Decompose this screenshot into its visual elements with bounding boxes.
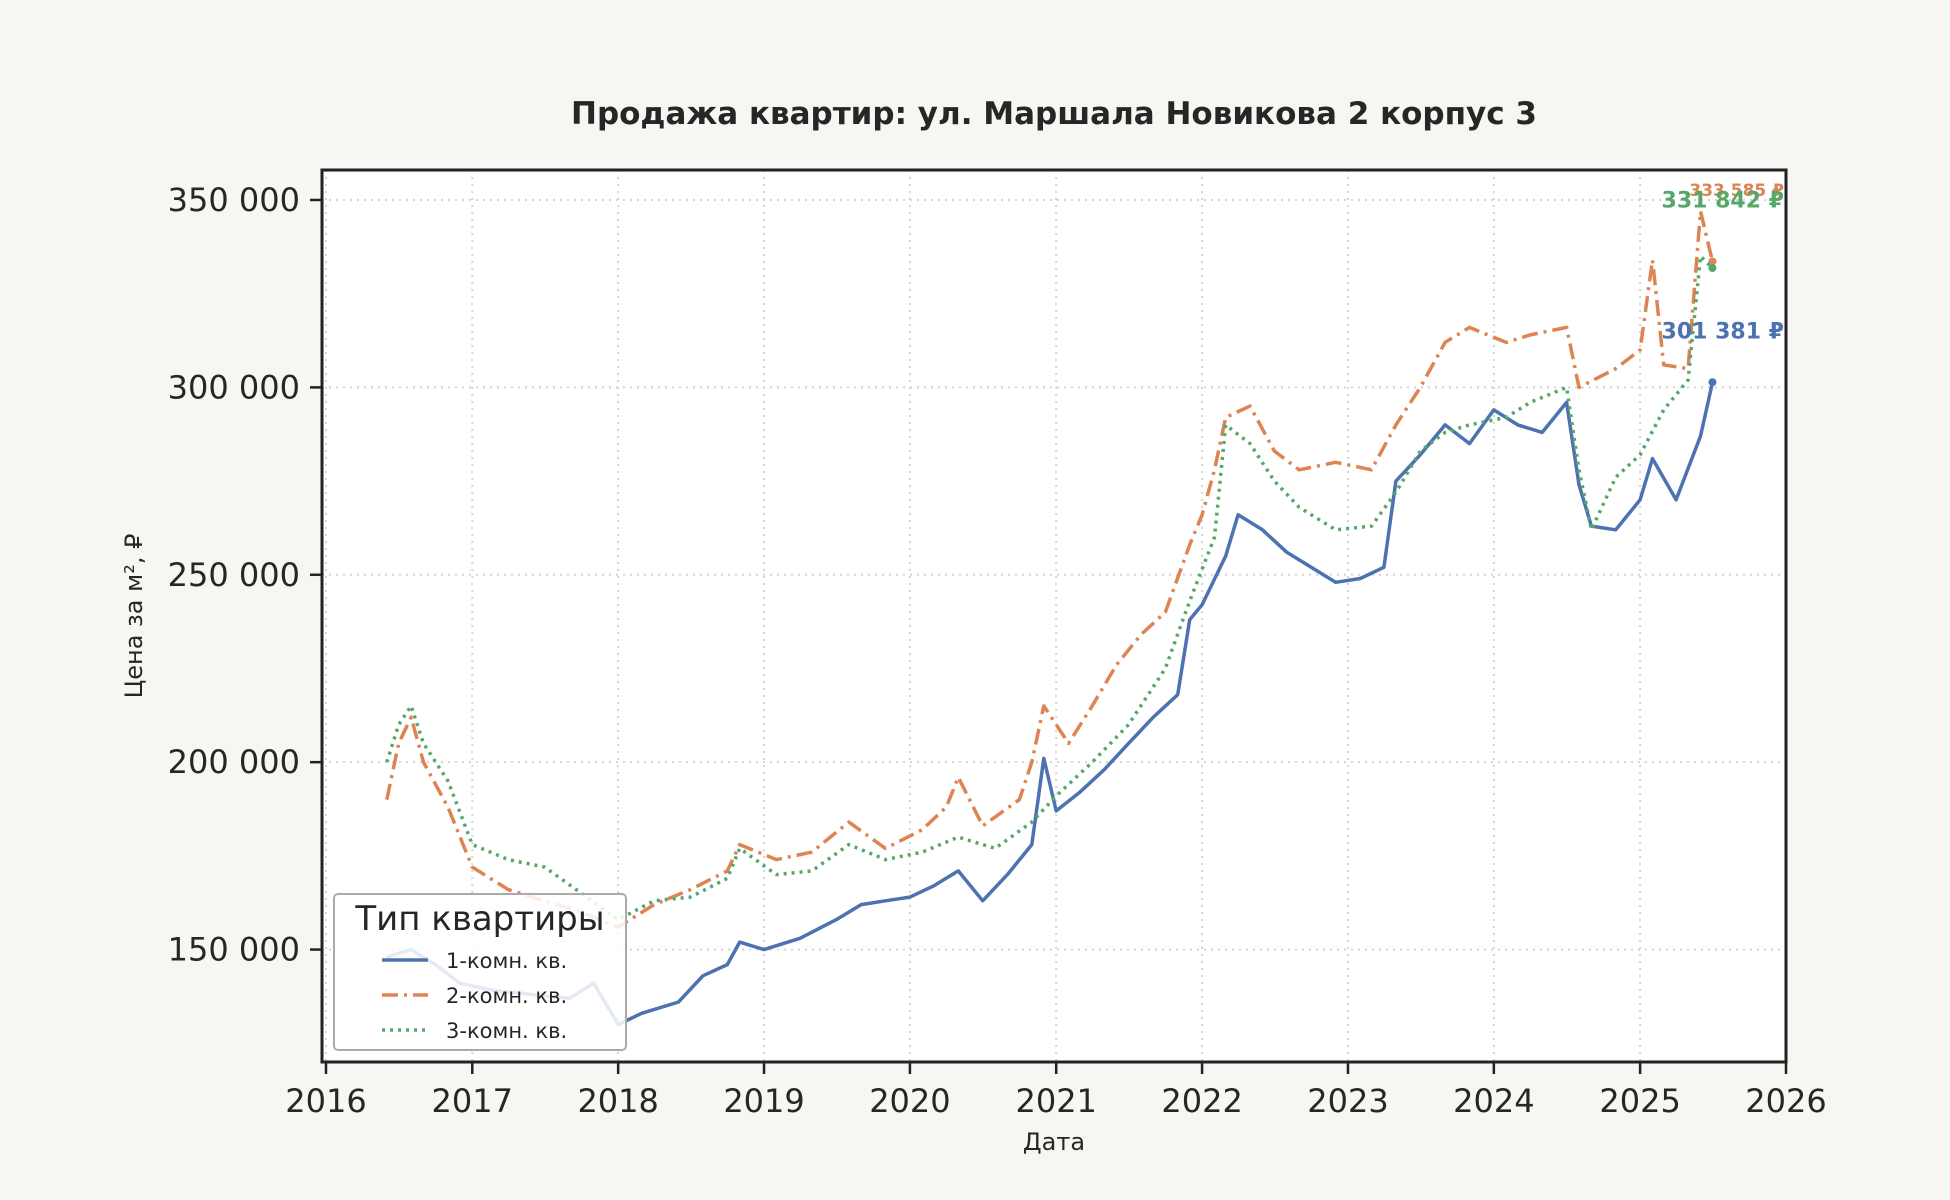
x-axis-label: Дата	[1023, 1128, 1085, 1156]
x-tick-label: 2019	[723, 1082, 804, 1120]
end-labels: 301 381 ₽ 333 585 ₽331 842 ₽	[1662, 181, 1785, 344]
series-end-point-3	[1708, 264, 1717, 273]
y-tick-label: 300 000	[168, 368, 300, 406]
x-tick-label: 2025	[1599, 1082, 1680, 1120]
series-end-point-2	[1708, 257, 1717, 266]
legend-items: 1-комн. кв. 2-комн. кв. 3-комн. кв.	[382, 949, 567, 1043]
y-tick-label: 200 000	[168, 743, 300, 781]
legend-label-3: 3-комн. кв.	[446, 1019, 567, 1043]
end-label-3: 331 842 ₽	[1662, 188, 1784, 213]
x-tick-label: 2022	[1161, 1082, 1242, 1120]
y-tick-label: 350 000	[168, 181, 300, 219]
x-tick-label: 2017	[432, 1082, 513, 1120]
y-axis: 150 000 200 000 250 000 300 000 350 000	[168, 181, 322, 969]
legend-label-2: 2-комн. кв.	[446, 984, 567, 1008]
x-tick-label: 2016	[285, 1082, 366, 1120]
series-group	[385, 209, 1717, 1027]
x-tick-label: 2026	[1745, 1082, 1826, 1120]
plot-frame	[320, 168, 1788, 1064]
x-tick-label: 2020	[869, 1082, 950, 1120]
legend-label-1: 1-комн. кв.	[446, 949, 567, 973]
x-tick-label: 2021	[1015, 1082, 1096, 1120]
series-line-2	[385, 209, 1715, 929]
legend-box	[333, 893, 627, 1051]
series-end-point-1	[1708, 378, 1717, 387]
y-tick-label: 250 000	[168, 556, 300, 594]
y-tick-label: 150 000	[168, 931, 300, 969]
x-axis: 2016 2017 2018 2019 2020 2021 2022 2023 2024 2025…	[285, 1062, 1827, 1120]
y-axis-label: Цена за м², ₽	[120, 534, 148, 699]
legend-title: Тип квартиры	[354, 899, 604, 939]
series-line-3	[385, 254, 1714, 922]
end-label-2: 333 585 ₽	[1689, 181, 1784, 201]
x-tick-label: 2024	[1453, 1082, 1534, 1120]
chart-title: Продажа квартир: ул. Маршала Новикова 2 …	[571, 96, 1537, 132]
x-tick-label: 2018	[577, 1082, 658, 1120]
legend: Тип квартиры 1-комн. кв. 2-комн. кв. 3-ком…	[333, 893, 627, 1051]
series-line-1	[386, 381, 1715, 1027]
x-tick-label: 2023	[1307, 1082, 1388, 1120]
end-label-1: 301 381 ₽	[1662, 320, 1784, 345]
